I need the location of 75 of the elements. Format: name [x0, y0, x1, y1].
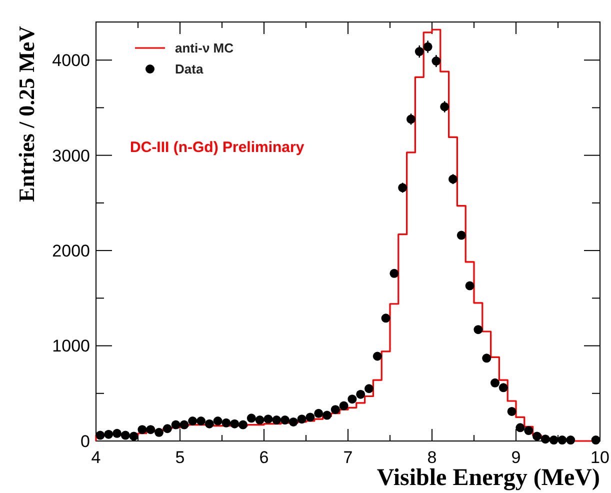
point [566, 436, 576, 445]
point [180, 420, 189, 430]
point [465, 281, 474, 290]
x-tick-label: 7 [343, 448, 353, 467]
point [414, 47, 424, 56]
point [498, 383, 508, 392]
point [196, 416, 206, 426]
point [330, 405, 340, 414]
point [306, 412, 315, 422]
point [448, 174, 458, 184]
point [456, 230, 466, 240]
point [146, 425, 156, 434]
point [154, 428, 164, 437]
x-tick-label: 9 [511, 448, 521, 467]
point [213, 416, 222, 426]
point [112, 428, 122, 438]
y-tick-label: 4000 [52, 51, 90, 70]
y-tick-label: 1000 [52, 336, 90, 356]
point [272, 416, 282, 425]
point [264, 414, 273, 424]
point [390, 268, 399, 278]
point [297, 414, 306, 424]
point [507, 406, 516, 416]
point [162, 424, 172, 434]
y-axis-title: Entries / 0.25 MeV [14, 26, 39, 202]
point [364, 384, 374, 394]
point [440, 102, 450, 112]
point [138, 425, 147, 434]
legend-label: Data [175, 62, 204, 77]
x-tick-label: 10 [590, 448, 610, 467]
point [280, 416, 290, 425]
point [381, 314, 390, 323]
point [516, 423, 525, 432]
point [222, 418, 231, 428]
point [339, 401, 348, 410]
x-tick-label: 4 [91, 448, 101, 467]
point [238, 420, 248, 430]
point [549, 436, 558, 445]
x-tick-label: 8 [427, 448, 437, 467]
point [482, 354, 492, 363]
point [490, 378, 500, 388]
point [96, 430, 105, 440]
point [322, 410, 332, 420]
point [540, 434, 550, 444]
point [474, 325, 483, 334]
x-tick-label: 6 [259, 448, 269, 467]
point [356, 390, 366, 399]
point [288, 417, 298, 426]
y-tick-label: 0 [80, 432, 90, 451]
point [406, 114, 416, 124]
point [348, 394, 357, 404]
point [558, 436, 567, 445]
point [204, 419, 214, 428]
point [230, 419, 240, 428]
legend-label: anti-ν MC [175, 40, 234, 56]
point [188, 416, 198, 426]
y-tick-label: 2000 [52, 241, 90, 260]
y-tick-label: 3000 [52, 146, 90, 166]
annotation: DC-III (n-Gd) Preliminary [130, 139, 305, 156]
point [246, 414, 256, 423]
point [398, 183, 408, 192]
point [423, 42, 432, 52]
point [104, 430, 114, 439]
point [432, 56, 441, 66]
point [524, 426, 534, 436]
point [532, 432, 542, 441]
point [591, 436, 600, 445]
point [372, 352, 382, 361]
point [255, 416, 264, 425]
x-tick-label: 5 [175, 448, 185, 467]
point [171, 420, 180, 430]
point [129, 432, 138, 441]
point [120, 430, 130, 440]
point [314, 408, 324, 418]
x-axis-title: Visible Energy (MeV) [376, 465, 600, 491]
